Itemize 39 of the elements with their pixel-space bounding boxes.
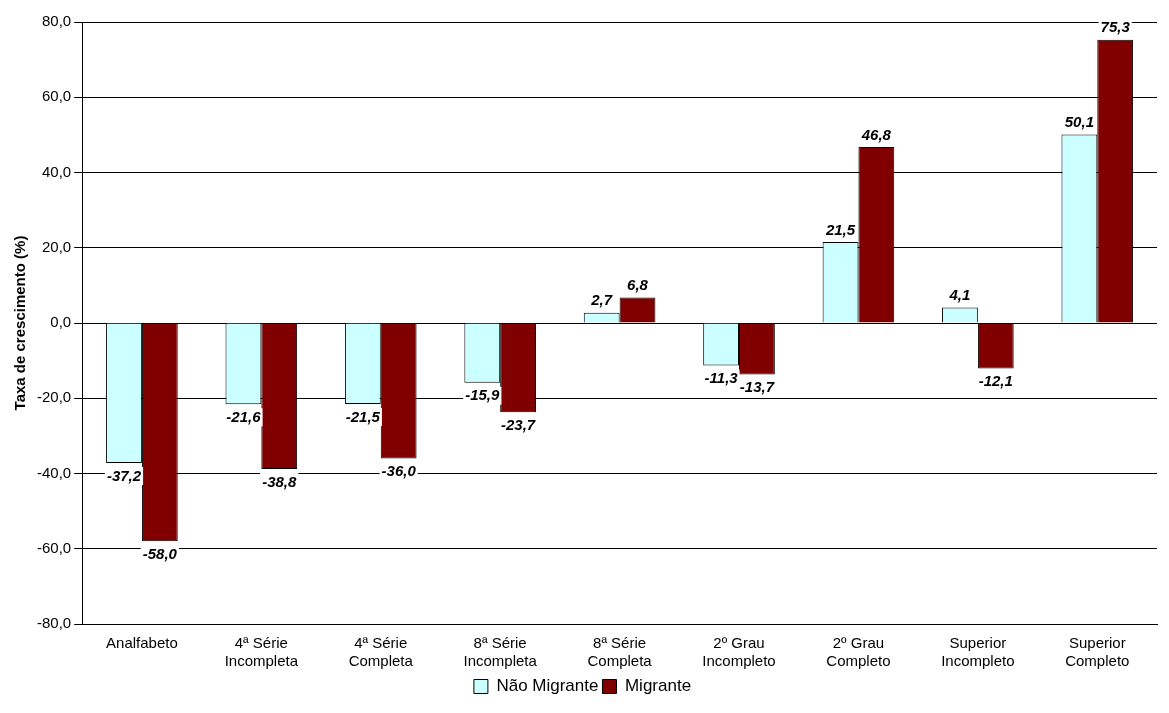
data-label: -12,1: [978, 372, 1013, 390]
data-label: -21,6: [226, 407, 262, 425]
y-tick-label: 80,0: [41, 12, 72, 30]
y-tick-label: -20,0: [36, 388, 72, 406]
y-tick-label: 60,0: [41, 87, 72, 105]
data-label: 21,5: [824, 220, 856, 238]
data-label: 6,8: [627, 276, 649, 294]
data-label: -37,2: [106, 466, 142, 484]
y-tick-label: 40,0: [41, 162, 72, 180]
y-tick-label: -80,0: [36, 614, 72, 632]
x-tick-label: Analfabeto: [106, 634, 178, 652]
legend-label: Não Migrante: [496, 676, 599, 696]
data-label: -15,9: [465, 386, 500, 404]
x-tick-label: 2º Grau Incompleto: [702, 634, 776, 670]
data-label: 4,1: [948, 286, 971, 304]
legend-label: Migrante: [624, 676, 692, 696]
data-label: -11,3: [704, 369, 739, 387]
data-label: -58,0: [142, 544, 178, 562]
data-label: -38,8: [262, 472, 297, 490]
data-label: -36,0: [381, 462, 417, 480]
y-tick-label: 0,0: [50, 313, 72, 331]
y-tick-label: 20,0: [41, 237, 72, 255]
x-tick-label: Superior Completo: [1065, 634, 1130, 670]
data-label: 75,3: [1100, 18, 1131, 36]
x-tick-label: 2º Grau Completo: [826, 634, 891, 670]
data-label: -21,5: [345, 407, 381, 425]
y-tick-label: -60,0: [36, 538, 72, 556]
y-tick-label: -40,0: [36, 463, 72, 481]
x-tick-label: Superior Incompleto: [941, 634, 1015, 670]
x-tick-label: 4ª Série Completa: [348, 634, 414, 670]
data-label: -13,7: [739, 378, 775, 396]
data-label: 50,1: [1064, 113, 1094, 131]
data-label: 46,8: [860, 125, 892, 143]
x-tick-label: 4ª Série Incompleta: [224, 634, 299, 670]
data-label: -23,7: [500, 415, 536, 433]
data-label: 2,7: [590, 291, 613, 309]
x-tick-label: 8ª Série Incompleta: [463, 634, 538, 670]
y-axis-title: Taxa de crescimento (%): [11, 235, 29, 411]
x-tick-label: 8ª Série Completa: [587, 634, 653, 670]
